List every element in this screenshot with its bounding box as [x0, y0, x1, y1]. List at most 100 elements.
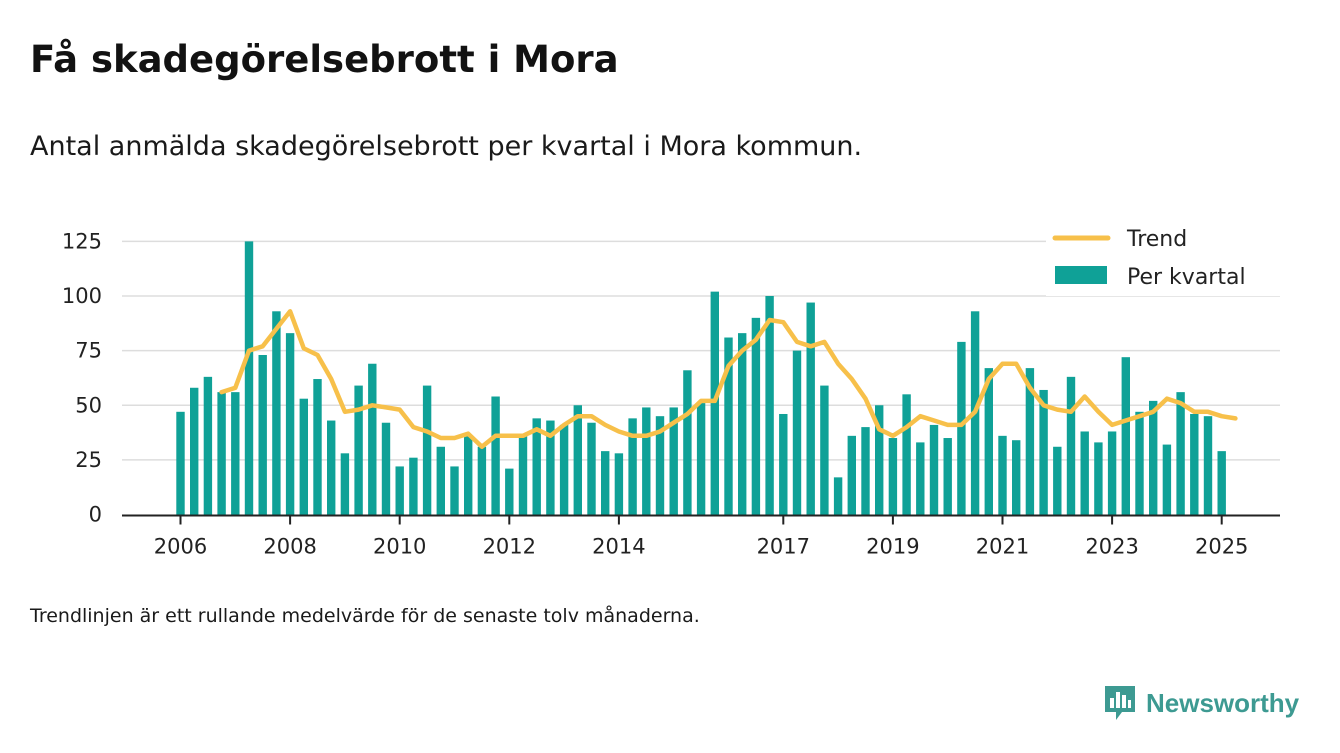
- x-axis: 2006 2008 2010 2012 2014 2017 2019 2021 2023 2025: [122, 514, 1280, 559]
- legend-trend-label: Trend: [1126, 227, 1187, 252]
- bar: [285, 333, 295, 515]
- y-tick-label: 125: [62, 229, 102, 253]
- bar: [779, 413, 788, 515]
- bar: [464, 435, 473, 515]
- bar: [491, 396, 500, 515]
- y-tick-label: 75: [75, 339, 102, 363]
- y-tick-label: 25: [75, 448, 102, 472]
- bar: [1135, 411, 1144, 515]
- bar-chart-speech-bubble-icon: [1105, 686, 1135, 720]
- bar: [477, 446, 487, 515]
- bar: [984, 368, 993, 515]
- x-tick-label: 2014: [592, 535, 645, 559]
- bar: [1190, 413, 1199, 515]
- x-tick-label: 2010: [373, 535, 426, 559]
- bar: [1107, 431, 1117, 515]
- chart-title: Få skadegörelsebrott i Mora: [30, 38, 619, 81]
- bar: [573, 405, 582, 515]
- x-tick-label: 2021: [976, 535, 1029, 559]
- brand-name: Newsworthy: [1146, 687, 1300, 718]
- bar: [861, 427, 870, 515]
- bar: [1025, 368, 1035, 515]
- bar: [806, 302, 815, 515]
- bar: [628, 418, 637, 515]
- legend-bar-swatch: [1055, 266, 1107, 284]
- bar: [888, 438, 898, 515]
- bar: [601, 451, 610, 515]
- legend: Trend Per kvartal: [1046, 224, 1280, 296]
- bar: [436, 446, 445, 515]
- y-tick-label: 50: [75, 393, 102, 417]
- x-tick-label: 2023: [1085, 535, 1138, 559]
- bar: [546, 420, 555, 515]
- bar: [587, 422, 596, 515]
- bar: [1080, 431, 1089, 515]
- bar: [559, 424, 569, 515]
- bar: [1203, 416, 1213, 515]
- bar: [847, 435, 856, 515]
- bar: [614, 453, 624, 515]
- bar: [738, 333, 747, 515]
- bar: [1053, 446, 1062, 515]
- bar: [1121, 357, 1130, 515]
- bar: [176, 411, 185, 515]
- footnote: Trendlinjen är ett rullande medelvärde f…: [30, 605, 700, 627]
- x-tick-label: 2006: [154, 535, 207, 559]
- bar: [1012, 440, 1021, 515]
- bar: [217, 392, 226, 515]
- bar: [1066, 376, 1076, 515]
- bar: [244, 241, 254, 515]
- bar: [409, 457, 418, 515]
- bar: [272, 311, 281, 515]
- y-tick-label: 0: [89, 503, 102, 527]
- chart-subtitle: Antal anmälda skadegörelsebrott per kvar…: [30, 131, 863, 162]
- bar: [655, 416, 665, 515]
- bar: [1176, 392, 1185, 515]
- bar: [327, 420, 336, 515]
- bar: [998, 435, 1007, 515]
- bar: [724, 337, 733, 515]
- trend-line: [219, 309, 1238, 450]
- bar: [313, 379, 322, 515]
- bar: [683, 370, 692, 515]
- bar: [381, 422, 391, 515]
- bar: [422, 385, 432, 515]
- bar: [450, 466, 459, 515]
- bar: [258, 354, 267, 515]
- bar: [505, 468, 514, 515]
- bar: [1162, 444, 1172, 515]
- bar: [696, 403, 706, 515]
- newsworthy-logo: Newsworthy: [1102, 684, 1299, 722]
- bar: [751, 317, 761, 515]
- x-tick-label: 2025: [1195, 535, 1248, 559]
- bar: [669, 407, 678, 515]
- bar: [792, 350, 802, 515]
- x-tick-label: 2008: [263, 535, 316, 559]
- bar: [231, 392, 240, 515]
- trend-line-group: [219, 309, 1238, 450]
- legend-bar-label: Per kvartal: [1127, 265, 1246, 290]
- bar: [943, 438, 952, 515]
- bar: [1217, 451, 1226, 515]
- x-tick-label: 2017: [757, 535, 810, 559]
- x-tick-label: 2019: [866, 535, 919, 559]
- bar: [902, 394, 911, 515]
- bar: [354, 385, 363, 515]
- bar: [929, 424, 939, 515]
- bar: [1039, 389, 1048, 515]
- bar: [203, 376, 213, 515]
- y-axis-ticks: 0 25 50 75 100 125: [62, 229, 102, 526]
- bar: [532, 418, 541, 515]
- bar: [340, 453, 350, 515]
- bar: [957, 341, 966, 515]
- bar: [820, 385, 829, 515]
- bar: [1149, 400, 1158, 515]
- bar: [299, 398, 308, 515]
- y-tick-label: 100: [62, 284, 102, 308]
- bar: [395, 466, 404, 515]
- bar: [1094, 442, 1103, 515]
- bar: [190, 387, 199, 515]
- bar: [642, 407, 651, 515]
- x-tick-label: 2012: [483, 535, 536, 559]
